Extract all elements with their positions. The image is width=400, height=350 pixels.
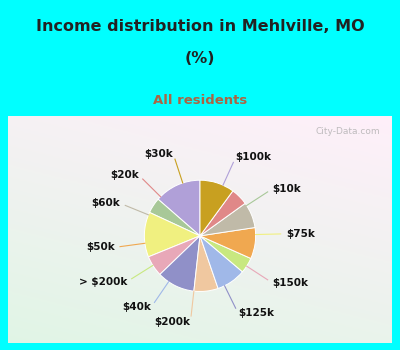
Text: City-Data.com: City-Data.com: [316, 127, 380, 136]
Wedge shape: [200, 191, 245, 236]
Wedge shape: [194, 236, 218, 292]
Wedge shape: [200, 236, 251, 272]
Wedge shape: [160, 236, 200, 291]
Text: $125k: $125k: [238, 308, 274, 318]
Text: $30k: $30k: [144, 149, 173, 159]
Wedge shape: [200, 203, 255, 236]
Text: > $200k: > $200k: [78, 277, 127, 287]
Wedge shape: [200, 228, 256, 258]
Text: Income distribution in Mehlville, MO: Income distribution in Mehlville, MO: [36, 20, 364, 34]
Wedge shape: [150, 199, 200, 236]
Wedge shape: [144, 212, 200, 257]
Text: $75k: $75k: [286, 229, 315, 239]
Wedge shape: [148, 236, 200, 274]
Text: $150k: $150k: [272, 278, 308, 288]
Text: $100k: $100k: [236, 152, 272, 162]
Text: $20k: $20k: [110, 170, 139, 180]
Text: All residents: All residents: [153, 94, 247, 107]
Wedge shape: [200, 180, 233, 236]
Wedge shape: [158, 180, 200, 236]
Text: $10k: $10k: [272, 184, 301, 194]
Text: $60k: $60k: [91, 198, 120, 208]
Text: $200k: $200k: [154, 316, 190, 327]
Text: (%): (%): [185, 51, 215, 66]
Text: $40k: $40k: [122, 302, 151, 312]
Wedge shape: [200, 236, 242, 288]
Text: $50k: $50k: [86, 243, 114, 252]
